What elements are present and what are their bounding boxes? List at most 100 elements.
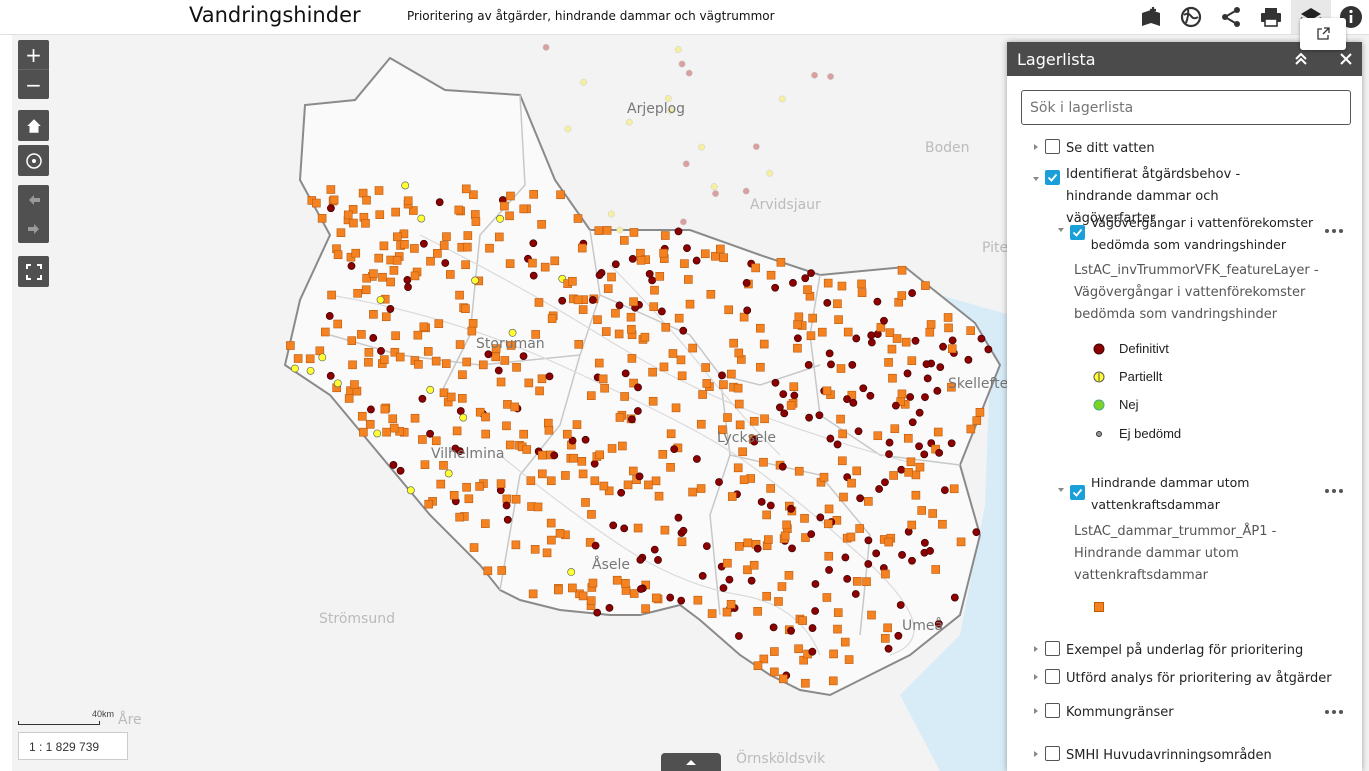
dam-marker[interactable] [793,343,802,353]
dam-marker[interactable] [743,538,753,548]
dam-marker[interactable] [588,578,598,588]
culvert-marker-definitivt[interactable] [898,551,906,559]
culvert-marker-definitivt[interactable] [369,334,378,342]
dam-marker[interactable] [607,444,617,453]
dam-marker[interactable] [357,330,366,339]
dam-marker[interactable] [739,475,749,485]
culvert-marker-definitivt[interactable] [702,542,711,550]
dam-marker[interactable] [374,253,384,263]
dam-marker[interactable] [770,647,779,656]
dam-marker[interactable] [431,356,441,366]
dam-marker[interactable] [386,277,395,287]
culvert-marker-partiellt[interactable] [496,214,505,223]
dam-marker[interactable] [925,327,935,337]
culvert-marker-definitivt[interactable] [872,549,881,558]
dam-marker[interactable] [505,211,514,221]
layer-item-hindrande-dammar[interactable]: Hindrande dammar utom vattenkraftsdammar [1056,472,1316,516]
dam-marker[interactable] [381,312,391,322]
layer-item-utford-analys[interactable]: Utförd analys för prioritering av åtgärd… [1031,668,1332,690]
dam-marker[interactable] [442,232,451,241]
dam-marker[interactable] [947,344,957,353]
dam-marker[interactable] [462,357,472,367]
dam-marker[interactable] [526,476,536,486]
dam-marker[interactable] [738,447,747,457]
culvert-marker-definitivt[interactable] [771,378,780,387]
dam-marker[interactable] [766,484,775,493]
dam-marker[interactable] [578,305,588,314]
dam-marker[interactable] [568,583,577,593]
culvert-marker-definitivt[interactable] [826,434,835,443]
layer-options-button[interactable] [1325,710,1343,716]
layer-checkbox[interactable] [1045,669,1060,684]
dam-marker[interactable] [668,349,678,358]
dam-marker[interactable] [907,520,917,530]
dam-marker[interactable] [568,276,577,286]
culvert-marker-definitivt[interactable] [843,395,851,404]
dam-marker[interactable] [889,471,898,480]
culvert-marker-definitivt[interactable] [851,590,860,598]
culvert-marker-definitivt[interactable] [503,515,512,524]
dam-marker[interactable] [467,326,477,336]
culvert-marker-definitivt[interactable] [771,283,780,292]
culvert-marker-definitivt[interactable] [529,271,538,280]
culvert-marker-definitivt[interactable] [637,585,645,593]
dam-marker[interactable] [587,510,596,519]
culvert-marker-partiellt[interactable] [459,413,468,422]
dam-marker[interactable] [461,260,470,270]
dam-marker[interactable] [375,210,385,219]
dam-marker[interactable] [794,312,804,322]
dam-marker[interactable] [555,528,565,538]
dam-marker[interactable] [478,360,488,370]
culvert-marker-definitivt[interactable] [778,462,787,471]
dam-marker[interactable] [511,540,521,550]
culvert-marker-definitivt[interactable] [921,393,929,402]
dam-marker[interactable] [604,486,614,496]
dam-marker[interactable] [660,525,670,535]
dam-marker[interactable] [391,331,400,341]
dam-marker[interactable] [471,217,481,226]
culvert-marker-definitivt[interactable] [645,269,654,278]
culvert-marker-definitivt[interactable] [679,526,688,535]
culvert-marker-definitivt[interactable] [635,472,644,481]
culvert-marker-definitivt[interactable] [864,536,873,545]
dam-marker[interactable] [779,674,788,684]
dam-marker[interactable] [573,295,583,305]
culvert-marker-definitivt[interactable] [620,524,629,533]
culvert-marker-definitivt[interactable] [935,448,944,457]
dam-marker[interactable] [494,232,504,242]
dam-marker[interactable] [723,558,732,568]
dam-marker[interactable] [846,532,856,542]
dam-marker[interactable] [586,596,596,605]
dam-marker[interactable] [883,623,892,633]
dam-marker[interactable] [413,330,423,340]
dam-marker[interactable] [888,373,897,383]
culvert-marker-definitivt[interactable] [326,371,335,380]
culvert-marker-definitivt[interactable] [367,405,375,414]
dam-marker[interactable] [389,266,399,275]
dam-marker[interactable] [822,386,832,396]
culvert-marker-definitivt[interactable] [484,350,493,359]
dam-marker[interactable] [475,407,485,417]
dam-marker[interactable] [658,450,668,459]
dam-marker[interactable] [343,210,353,220]
dam-marker[interactable] [569,453,578,463]
dam-marker[interactable] [764,535,773,544]
culvert-marker-definitivt[interactable] [856,494,865,503]
dam-marker[interactable] [458,370,467,380]
dam-marker[interactable] [774,597,783,606]
dam-marker[interactable] [500,201,509,211]
culvert-marker-partiellt[interactable] [471,276,479,285]
culvert-marker-definitivt[interactable] [827,360,835,369]
next-extent-button[interactable] [18,214,49,243]
culvert-marker-definitivt[interactable] [923,374,932,383]
culvert-marker-definitivt[interactable] [852,334,861,343]
culvert-marker-definitivt[interactable] [807,269,815,277]
dam-marker[interactable] [500,356,510,365]
layer-item-vagovergangar[interactable]: Vägövergångar i vattenförekomster bedömd… [1056,212,1316,256]
dam-marker[interactable] [614,329,624,339]
culvert-marker-definitivt[interactable] [906,393,915,401]
dam-marker[interactable] [410,244,419,253]
dam-marker[interactable] [485,243,494,253]
dam-marker[interactable] [803,285,812,294]
dam-marker[interactable] [534,298,544,307]
